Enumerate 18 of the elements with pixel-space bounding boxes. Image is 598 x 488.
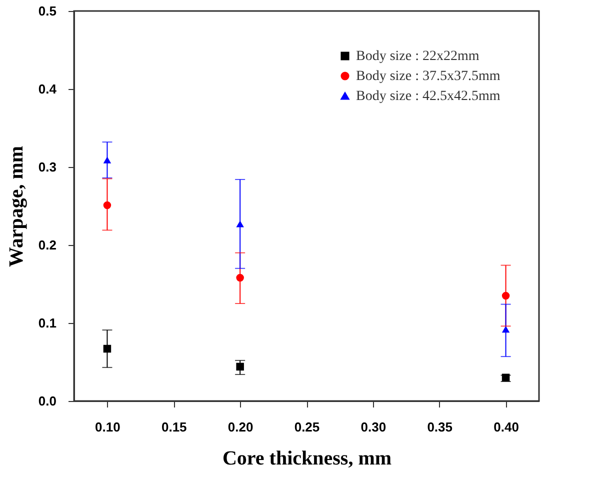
- x-tick-label: 0.15: [161, 420, 187, 434]
- legend-label: Body size : 22x22mm: [356, 49, 480, 64]
- y-tick-label: 0.4: [38, 82, 58, 96]
- y-tick-label: 0.2: [38, 238, 56, 252]
- y-tick-label: 0.3: [38, 160, 56, 174]
- x-tick-label: 0.20: [228, 420, 254, 434]
- y-axis-title: Warpage, mm: [5, 146, 28, 268]
- x-tick-label: 0.25: [294, 420, 320, 434]
- y-tick-label: 0.5: [38, 4, 56, 18]
- legend-label: Body size : 37.5x37.5mm: [356, 69, 500, 84]
- x-tick-label: 0.10: [95, 420, 120, 434]
- legend-label: Body size : 42.5x42.5mm: [356, 89, 500, 104]
- x-tick-label: 0.30: [360, 420, 386, 434]
- y-tick-label: 0.0: [38, 394, 56, 408]
- y-tick-label: 0.1: [38, 316, 56, 330]
- x-tick-label: 0.35: [427, 420, 453, 434]
- x-tick-label: 0.40: [494, 420, 519, 434]
- x-axis-title: Core thickness, mm: [222, 448, 392, 470]
